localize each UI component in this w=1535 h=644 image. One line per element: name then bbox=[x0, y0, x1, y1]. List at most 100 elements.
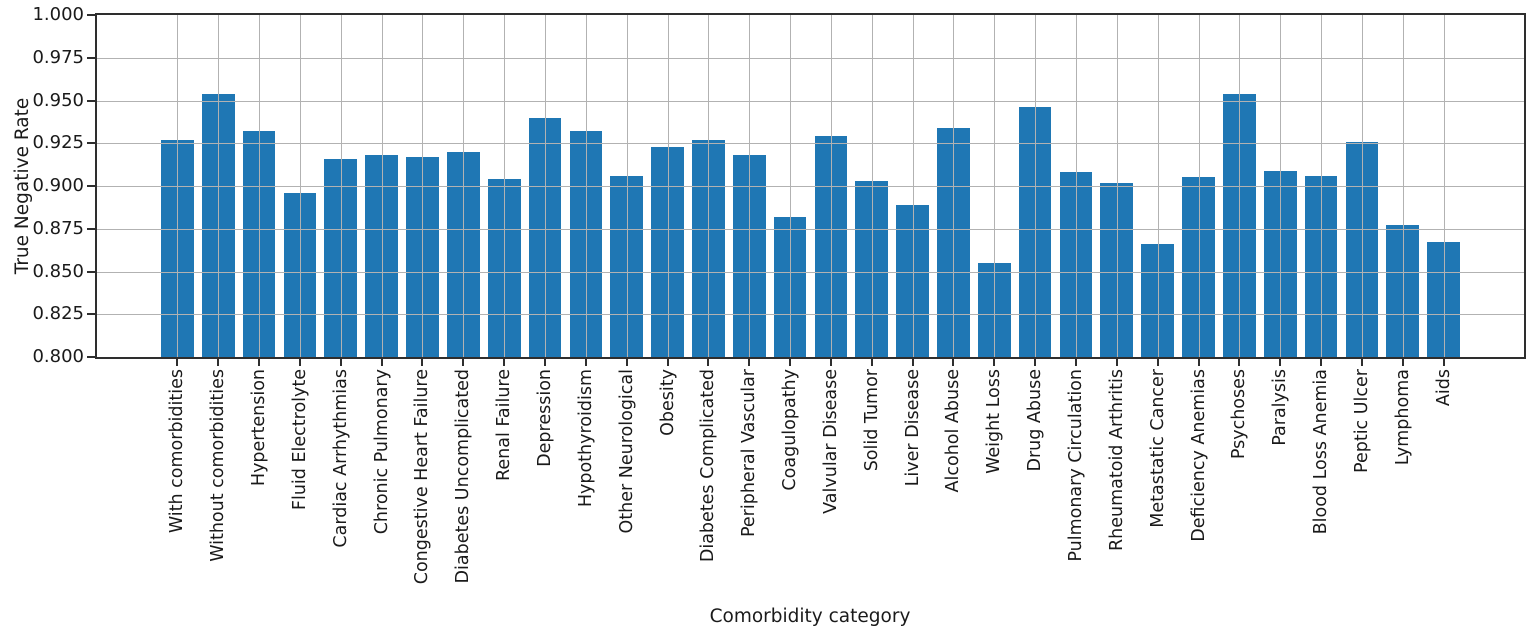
x-tick-label: Hypertension bbox=[249, 369, 270, 487]
bar bbox=[201, 93, 235, 357]
x-tick-label: Depression bbox=[535, 369, 556, 467]
bar bbox=[977, 262, 1011, 357]
y-gridline bbox=[97, 100, 1524, 102]
x-gridline bbox=[422, 15, 424, 357]
y-gridline bbox=[97, 314, 1524, 316]
x-tick-mark bbox=[625, 359, 628, 366]
x-tick-label: Peripheral Vascular bbox=[739, 369, 760, 538]
x-tick-mark bbox=[1360, 359, 1363, 366]
x-tick-mark bbox=[870, 359, 873, 366]
x-tick-label: Diabetes Complicated bbox=[698, 369, 719, 563]
y-gridline bbox=[97, 186, 1524, 187]
x-gridline bbox=[626, 15, 628, 357]
y-tick-label: 0.975 bbox=[32, 46, 84, 68]
y-tick-mark bbox=[87, 356, 95, 358]
x-tick-mark bbox=[584, 359, 587, 366]
x-tick-label: Chronic Pulmonary bbox=[371, 369, 392, 535]
bar bbox=[283, 192, 317, 357]
x-gridline bbox=[871, 15, 873, 357]
x-tick-mark bbox=[462, 359, 465, 366]
y-tick-label: 1.000 bbox=[32, 4, 84, 25]
x-tick-label: Aids bbox=[1433, 369, 1454, 407]
x-tick-mark bbox=[298, 359, 301, 366]
x-tick-mark bbox=[707, 359, 710, 366]
bar bbox=[1018, 107, 1052, 357]
x-tick-mark bbox=[1320, 359, 1323, 366]
y-tick-mark bbox=[87, 227, 95, 230]
bar bbox=[610, 175, 644, 357]
x-tick-mark bbox=[952, 359, 955, 366]
bar bbox=[406, 156, 439, 357]
x-gridline bbox=[708, 15, 710, 357]
x-gridline bbox=[830, 15, 832, 357]
bar bbox=[324, 158, 358, 357]
x-gridline bbox=[1198, 15, 1200, 357]
x-gridline bbox=[1157, 15, 1159, 357]
x-tick-mark bbox=[666, 359, 669, 366]
x-tick-label: Blood Loss Anemia bbox=[1311, 369, 1332, 535]
x-tick-label: Liver Disease bbox=[902, 369, 923, 487]
x-gridline bbox=[1402, 15, 1404, 357]
x-gridline bbox=[1035, 15, 1037, 357]
bar bbox=[814, 136, 848, 357]
bar bbox=[569, 131, 603, 357]
y-tick-mark bbox=[87, 14, 95, 16]
bar bbox=[692, 139, 725, 357]
bar bbox=[1100, 182, 1134, 357]
bar bbox=[161, 139, 194, 357]
x-tick-mark bbox=[544, 359, 547, 366]
x-tick-label: Paralysis bbox=[1270, 369, 1291, 446]
bar bbox=[855, 180, 889, 357]
y-tick-label: 0.875 bbox=[32, 217, 84, 239]
y-gridline bbox=[97, 57, 1524, 59]
x-tick-mark bbox=[503, 359, 506, 366]
bar bbox=[1304, 175, 1338, 357]
x-gridline bbox=[1361, 15, 1363, 357]
y-tick-mark bbox=[87, 142, 95, 145]
x-tick-label: Deficiency Anemias bbox=[1188, 369, 1209, 542]
x-gridline bbox=[585, 15, 587, 357]
y-tick-label: 0.925 bbox=[32, 132, 84, 154]
x-tick-label: Without comorbidities bbox=[208, 369, 229, 562]
y-gridline bbox=[97, 271, 1524, 273]
x-tick-mark bbox=[217, 359, 220, 366]
x-tick-mark bbox=[789, 359, 792, 366]
x-gridline bbox=[1075, 15, 1077, 357]
x-tick-mark bbox=[993, 359, 996, 366]
x-tick-mark bbox=[911, 359, 914, 366]
x-tick-mark bbox=[1074, 359, 1077, 366]
y-gridline bbox=[97, 143, 1524, 145]
x-tick-mark bbox=[258, 359, 261, 366]
x-tick-mark bbox=[339, 359, 342, 366]
y-tick-label: 0.950 bbox=[32, 89, 84, 111]
x-tick-label: Metastatic Cancer bbox=[1147, 369, 1168, 528]
x-gridline bbox=[259, 15, 261, 357]
y-tick-label: 0.850 bbox=[32, 260, 84, 282]
x-tick-label: Drug Abuse bbox=[1025, 369, 1046, 472]
x-tick-mark bbox=[829, 359, 832, 366]
x-tick-label: Solid Tumor bbox=[861, 369, 882, 472]
x-gridline bbox=[1443, 15, 1445, 357]
x-tick-label: Valvular Disease bbox=[820, 369, 841, 514]
x-tick-mark bbox=[1279, 359, 1282, 366]
x-gridline bbox=[1239, 15, 1241, 357]
x-gridline bbox=[340, 15, 342, 357]
x-gridline bbox=[1280, 15, 1282, 357]
x-gridline bbox=[218, 15, 220, 357]
x-tick-mark bbox=[1034, 359, 1037, 366]
x-tick-label: Fluid Electrolyte bbox=[289, 369, 310, 511]
x-tick-label: Psychoses bbox=[1229, 369, 1250, 460]
x-tick-mark bbox=[1442, 359, 1445, 366]
x-gridline bbox=[790, 15, 792, 357]
x-tick-mark bbox=[380, 359, 383, 366]
bar bbox=[732, 155, 766, 357]
x-gridline bbox=[1116, 15, 1118, 357]
x-gridline bbox=[463, 15, 465, 357]
y-gridline bbox=[97, 228, 1524, 230]
bar bbox=[1345, 141, 1379, 357]
y-tick-label: 0.800 bbox=[32, 346, 84, 367]
x-gridline bbox=[994, 15, 996, 357]
y-tick-label: 0.900 bbox=[32, 175, 84, 196]
x-gridline bbox=[381, 15, 383, 357]
